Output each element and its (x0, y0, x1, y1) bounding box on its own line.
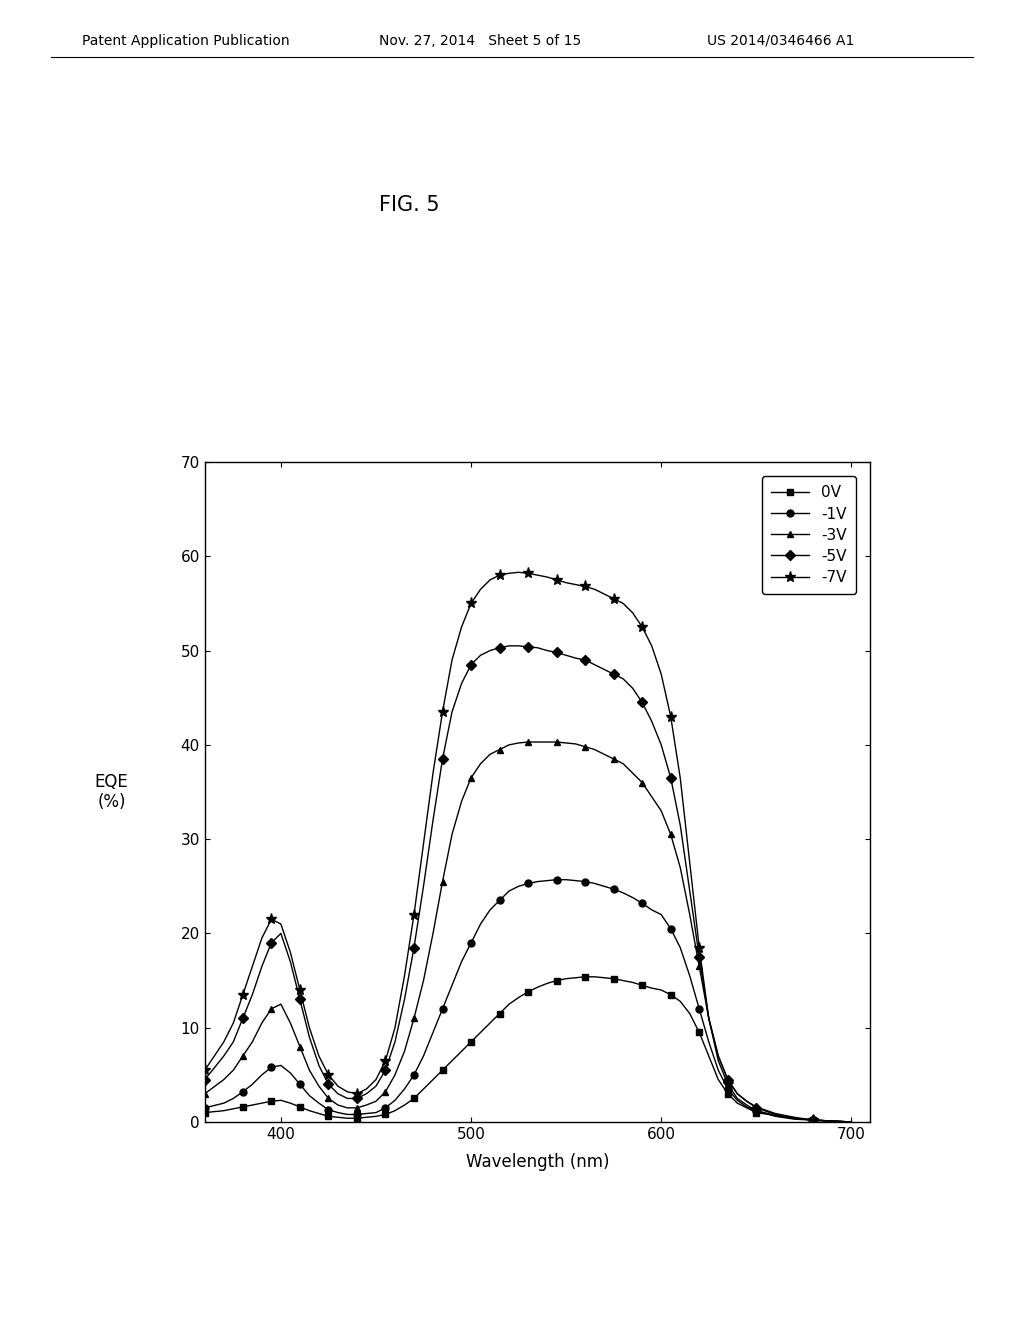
-1V (627, 890, 639, 906)
-7V (484, 572, 497, 587)
Text: FIG. 5: FIG. 5 (379, 195, 440, 215)
-1V (845, 1114, 857, 1130)
0V (503, 997, 515, 1012)
-7V (512, 565, 524, 581)
-7V (845, 1114, 857, 1130)
-3V (845, 1114, 857, 1130)
Line: -1V: -1V (202, 876, 855, 1126)
Line: -5V: -5V (202, 643, 855, 1126)
0V (370, 1109, 382, 1125)
0V (484, 1015, 497, 1031)
-7V (503, 565, 515, 581)
0V (579, 969, 591, 985)
-5V (484, 643, 497, 659)
-5V (370, 1078, 382, 1094)
Text: US 2014/0346466 A1: US 2014/0346466 A1 (707, 34, 854, 48)
0V (389, 1102, 401, 1118)
0V (627, 974, 639, 990)
Text: Patent Application Publication: Patent Application Publication (82, 34, 290, 48)
Y-axis label: EQE
(%): EQE (%) (95, 772, 128, 812)
-5V (826, 1113, 839, 1129)
0V (826, 1113, 839, 1129)
-1V (826, 1113, 839, 1129)
0V (845, 1114, 857, 1130)
-7V (826, 1113, 839, 1129)
-5V (389, 1034, 401, 1049)
-5V (503, 638, 515, 653)
Legend: 0V, -1V, -3V, -5V, -7V: 0V, -1V, -3V, -5V, -7V (762, 477, 856, 594)
-5V (845, 1114, 857, 1130)
-1V (484, 902, 497, 917)
-3V (484, 746, 497, 762)
Line: 0V: 0V (202, 973, 855, 1126)
-7V (370, 1072, 382, 1088)
0V (199, 1105, 211, 1121)
-1V (503, 883, 515, 899)
-7V (199, 1063, 211, 1078)
-1V (389, 1093, 401, 1109)
-3V (522, 734, 535, 750)
-3V (826, 1113, 839, 1129)
-1V (370, 1105, 382, 1121)
-1V (199, 1100, 211, 1115)
-1V (551, 871, 563, 887)
-5V (627, 680, 639, 696)
-7V (627, 605, 639, 620)
-3V (627, 766, 639, 781)
-3V (389, 1067, 401, 1082)
-7V (389, 1020, 401, 1036)
-3V (370, 1093, 382, 1109)
-5V (199, 1072, 211, 1088)
-3V (503, 737, 515, 752)
X-axis label: Wavelength (nm): Wavelength (nm) (466, 1152, 609, 1171)
Line: -7V: -7V (200, 566, 857, 1127)
-3V (199, 1086, 211, 1102)
-5V (512, 638, 524, 653)
Line: -3V: -3V (202, 739, 855, 1126)
Text: Nov. 27, 2014   Sheet 5 of 15: Nov. 27, 2014 Sheet 5 of 15 (379, 34, 582, 48)
